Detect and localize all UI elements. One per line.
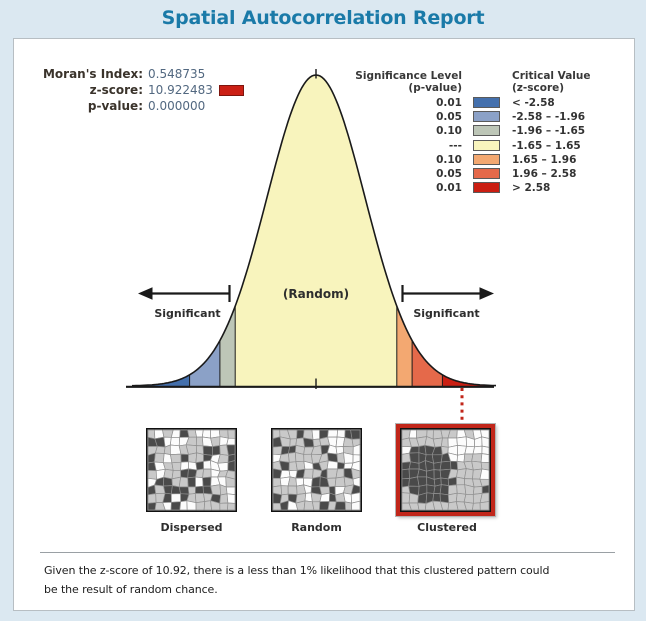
- pattern-thumbnail-clustered: [396, 424, 495, 516]
- significance-p-label: 0.10: [436, 125, 462, 138]
- critical-z-range: -2.58 – -1.96: [512, 111, 586, 124]
- pattern-label-random: Random: [291, 521, 342, 534]
- significance-p-label: 0.01: [436, 182, 462, 195]
- z-score-subheader: (z-score): [512, 81, 565, 94]
- critical-z-range: > 2.58: [512, 182, 551, 195]
- pattern-label-clustered: Clustered: [417, 521, 477, 534]
- random-pattern-image: [271, 428, 362, 512]
- random-label: (Random): [282, 287, 350, 301]
- pattern-thumbnail-random: [271, 428, 362, 512]
- legend-significance-column: Significance Level (p-value) 0.01 0.05 0…: [340, 70, 462, 195]
- clustered-pattern-image: [400, 428, 491, 512]
- z-score-row: z-score: 10.922483: [27, 82, 244, 98]
- critical-z-range: < -2.58: [512, 97, 555, 109]
- legend-color-swatch: [473, 125, 500, 137]
- significance-p-label: 0.10: [436, 153, 462, 166]
- page-title: Spatial Autocorrelation Report: [161, 7, 485, 29]
- critical-value-header: Critical Value: [512, 70, 591, 82]
- legend-swatch-column: [473, 97, 500, 196]
- morans-index-row: Moran's Index: 0.548735: [27, 66, 244, 82]
- legend-color-swatch: [473, 97, 500, 108]
- critical-z-range: -1.96 – -1.65: [512, 125, 586, 138]
- legend-color-swatch: [473, 167, 500, 179]
- legend-critical-column: Critical Value (z-score) < -2.58 -2.58 –…: [512, 70, 622, 195]
- p-value-row: p-value: 0.000000: [27, 98, 244, 114]
- stats-block: Moran's Index: 0.548735 z-score: 10.9224…: [27, 66, 244, 114]
- significance-p-label: 0.01: [436, 97, 462, 109]
- legend-color-swatch: [473, 111, 500, 123]
- critical-z-range: 1.65 – 1.96: [512, 153, 577, 166]
- legend-color-swatch: [473, 153, 500, 165]
- summary-text: Given the z-score of 10.92, there is a l…: [44, 561, 629, 599]
- z-score-value: 10.922483: [148, 83, 213, 97]
- p-value-value: 0.000000: [148, 99, 206, 113]
- p-value-label: p-value:: [87, 99, 143, 113]
- pattern-thumbnail-dispersed: [146, 428, 237, 512]
- z-score-swatch: [218, 84, 244, 96]
- significance-p-label: 0.05: [436, 167, 462, 180]
- legend-color-swatch: [473, 139, 500, 151]
- critical-z-range: -1.65 – 1.65: [512, 139, 581, 152]
- section-divider: [40, 552, 615, 553]
- critical-z-range: 1.96 – 2.58: [512, 167, 577, 180]
- significant-label-left: Significant: [154, 307, 221, 320]
- pattern-label-dispersed: Dispersed: [160, 521, 223, 534]
- summary-line-2: be the result of random chance.: [44, 583, 218, 596]
- morans-index-value: 0.548735: [148, 67, 206, 81]
- p-value-subheader: (p-value): [408, 81, 462, 94]
- significance-p-label: ---: [448, 139, 462, 152]
- z-score-label: z-score:: [89, 83, 143, 97]
- significance-p-label: 0.05: [436, 111, 462, 124]
- legend-color-swatch: [473, 182, 500, 194]
- summary-line-1: Given the z-score of 10.92, there is a l…: [44, 564, 550, 577]
- significance-level-header: Significance Level: [355, 70, 462, 82]
- significant-label-right: Significant: [413, 307, 480, 320]
- morans-index-label: Moran's Index:: [42, 67, 143, 81]
- dispersed-pattern-image: [146, 428, 237, 512]
